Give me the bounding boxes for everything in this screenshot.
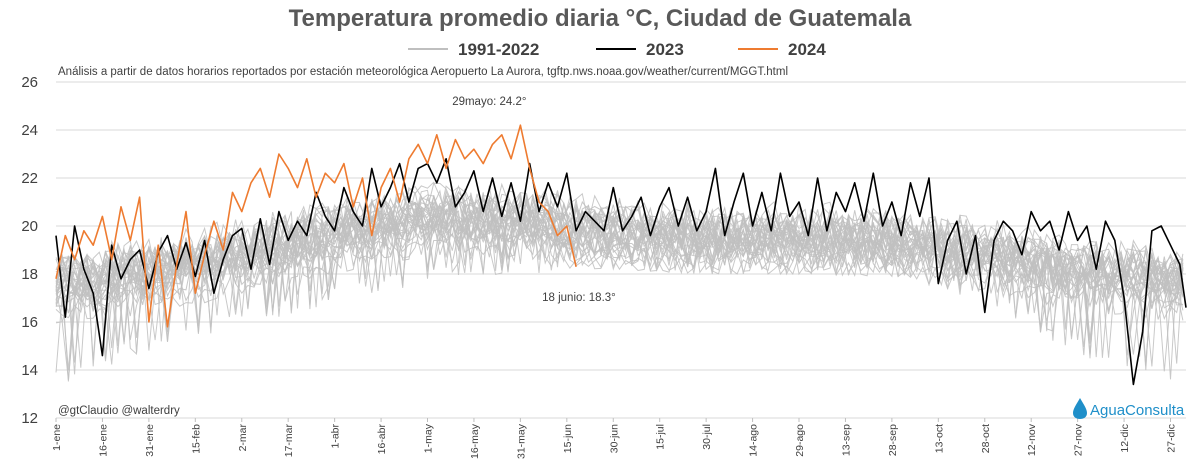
x-tick-label: 2-mar xyxy=(237,423,249,451)
x-tick-label: 28-sep xyxy=(887,424,899,456)
x-tick-label: 1-abr xyxy=(330,424,342,449)
series-2023-line xyxy=(55,158,1187,386)
historical-year-line xyxy=(55,203,1184,341)
legend-label-1991-2022: 1991-2022 xyxy=(458,40,539,59)
historical-year-line xyxy=(55,208,1184,380)
water-drop-icon xyxy=(1073,398,1087,419)
x-tick-label: 12-dic xyxy=(1119,424,1131,453)
legend-label-2024: 2024 xyxy=(788,40,826,59)
x-tick-label: 27-nov xyxy=(1073,423,1085,456)
x-tick-label: 27-dic xyxy=(1166,424,1178,453)
historical-year-line xyxy=(55,181,1183,332)
series-1991-2022 xyxy=(55,181,1184,382)
series-2023 xyxy=(55,158,1187,386)
x-tick-label: 30-jun xyxy=(608,424,620,453)
x-tick-label: 30-jul xyxy=(701,424,713,450)
x-tick-label: 1-ene xyxy=(51,424,63,451)
annotation-label: 18 junio: 18.3° xyxy=(542,292,616,304)
x-tick-label: 31-may xyxy=(515,423,527,459)
x-tick-label: 31-ene xyxy=(144,424,156,457)
x-tick-label: 17-mar xyxy=(283,424,295,458)
historical-year-line xyxy=(55,182,1184,344)
historical-year-line xyxy=(55,209,1184,342)
series-2024 xyxy=(55,124,577,328)
y-tick-label: 20 xyxy=(21,218,38,235)
logo: AguaConsulta xyxy=(1073,398,1185,419)
x-tick-label: 16-may xyxy=(469,423,481,459)
y-tick-label: 14 xyxy=(21,362,38,379)
x-tick-label: 15-jun xyxy=(562,424,574,453)
x-tick-label: 1-may xyxy=(423,423,435,453)
legend-label-2023: 2023 xyxy=(646,40,684,59)
x-tick-label: 15-feb xyxy=(190,424,202,454)
chart-subtitle: Análisis a partir de datos horarios repo… xyxy=(58,66,788,78)
y-tick-label: 18 xyxy=(21,266,38,283)
y-tick-label: 12 xyxy=(21,410,38,427)
x-tick-label: 13-sep xyxy=(840,424,852,456)
x-tick-label: 28-oct xyxy=(980,424,992,453)
historical-year-line xyxy=(55,195,1184,356)
x-tick-label: 13-oct xyxy=(933,424,945,453)
annotation-label: 29mayo: 24.2° xyxy=(452,96,526,108)
x-tick-label: 16-ene xyxy=(97,424,109,457)
y-tick-label: 16 xyxy=(21,314,38,331)
annotations: 29mayo: 24.2° 18 junio: 18.3° xyxy=(452,96,616,304)
x-tick-label: 29-ago xyxy=(794,424,806,457)
y-tick-label: 24 xyxy=(21,122,38,139)
y-tick-label: 26 xyxy=(21,74,38,91)
chart-title: Temperatura promedio diaria °C, Ciudad d… xyxy=(289,5,912,32)
x-tick-label: 15-jul xyxy=(655,424,667,450)
x-tick-label: 16-abr xyxy=(376,424,388,455)
historical-year-line xyxy=(55,206,1184,338)
x-axis: 1-ene 16-ene 31-ene 15-feb 2-mar 17-mar 1-abr 1… xyxy=(51,418,1178,459)
series-2024-line xyxy=(55,124,577,328)
credit-text: @gtClaudio @walterdry xyxy=(58,405,180,417)
logo-text: AguaConsulta xyxy=(1090,402,1185,419)
legend: 1991-2022 2023 2024 xyxy=(408,40,826,59)
y-tick-label: 22 xyxy=(21,170,38,187)
x-tick-label: 14-ago xyxy=(748,424,760,457)
y-axis: 12 14 16 18 20 22 24 26 xyxy=(21,74,38,427)
historical-year-line xyxy=(55,214,1184,321)
x-tick-label: 12-nov xyxy=(1026,423,1038,456)
